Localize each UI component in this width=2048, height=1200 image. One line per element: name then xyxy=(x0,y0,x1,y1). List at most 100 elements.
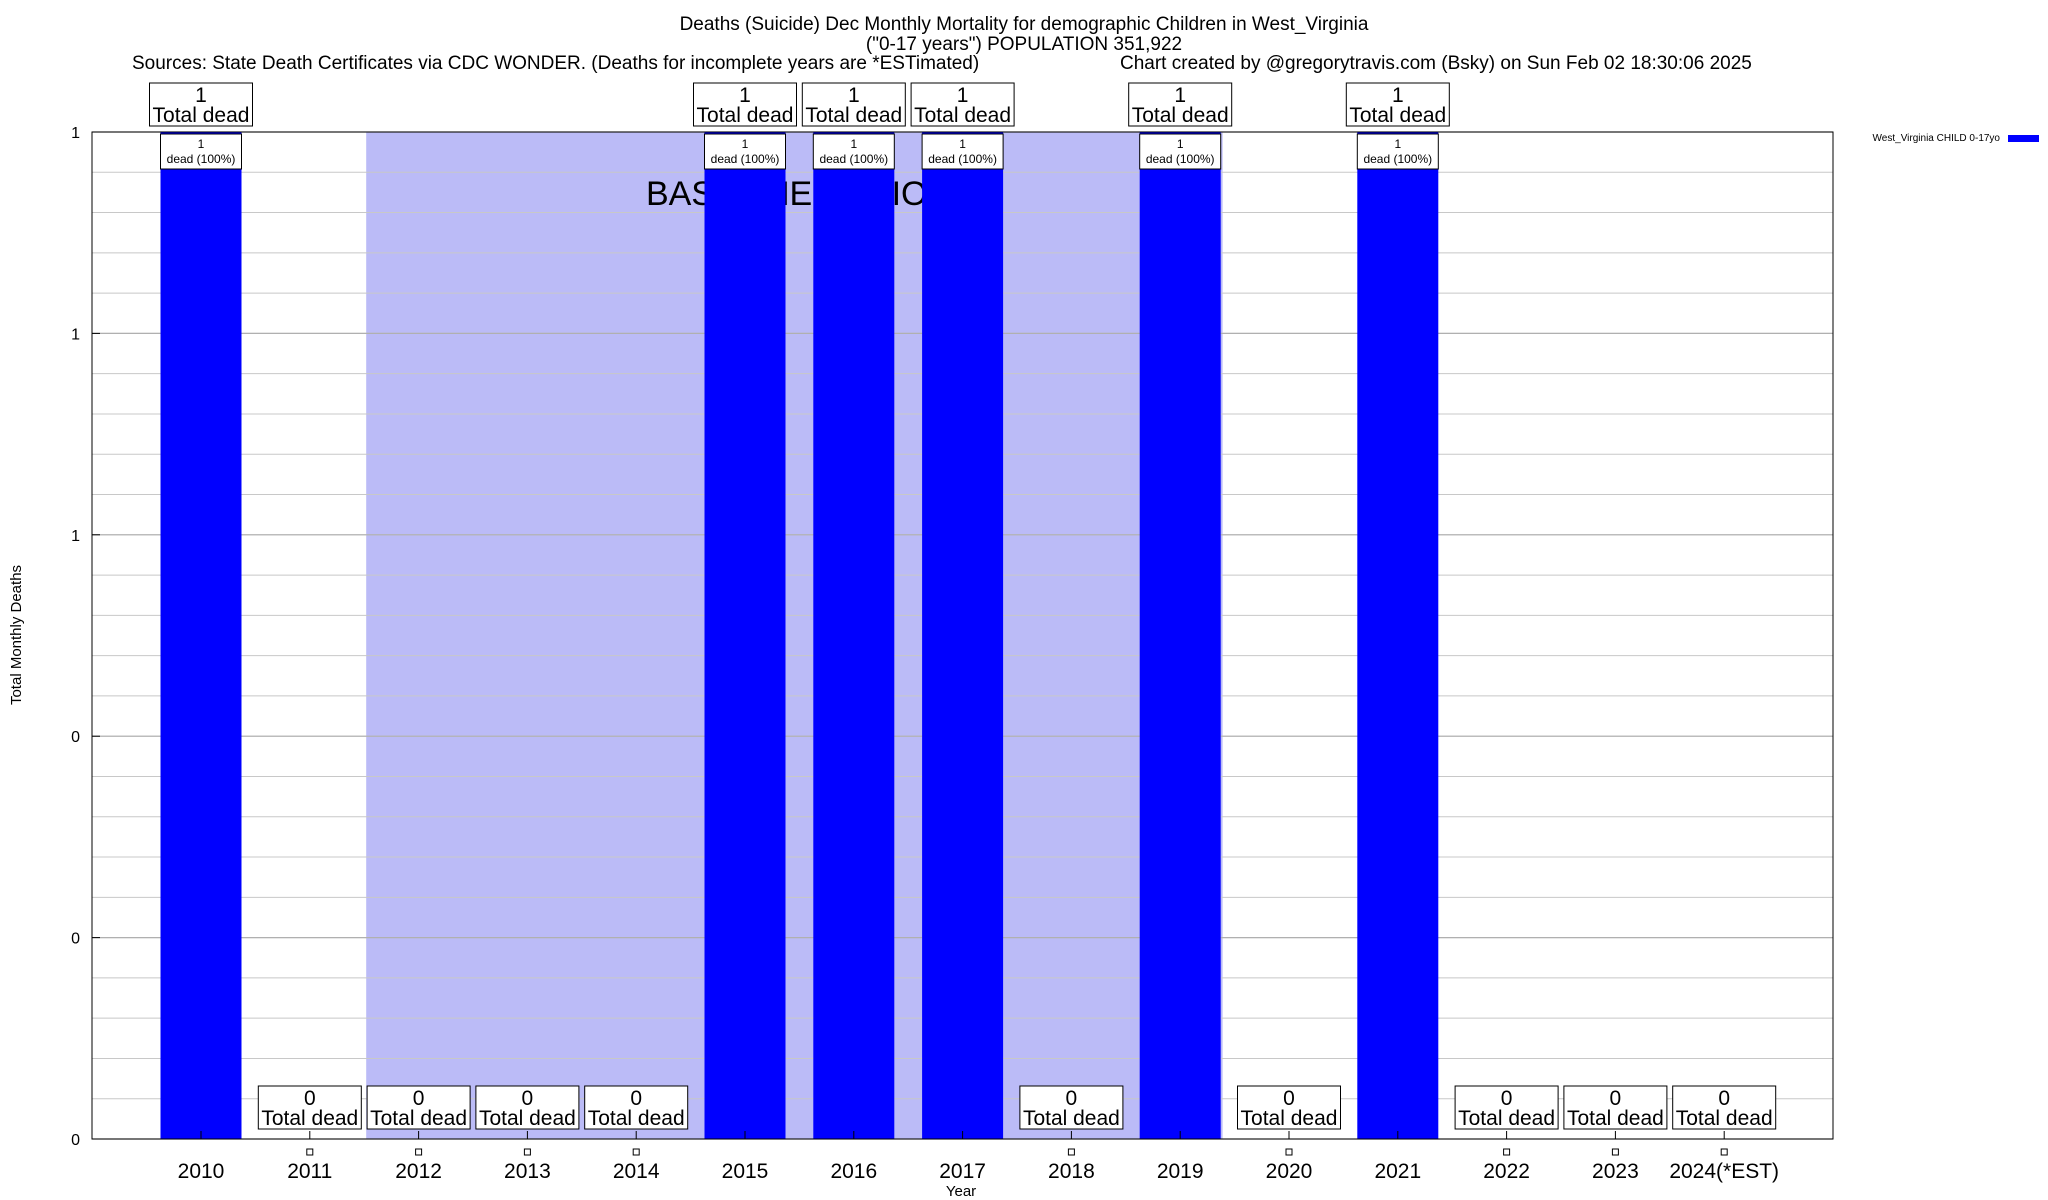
total-label-value: 1 xyxy=(1174,84,1186,107)
inner-label-value: 1 xyxy=(850,137,857,151)
inner-label-text: dead (100%) xyxy=(819,152,888,166)
total-label-value: 1 xyxy=(848,84,860,107)
bar xyxy=(160,132,242,1139)
total-label-box xyxy=(257,1085,362,1130)
total-label-value: 0 xyxy=(522,1087,534,1110)
chart-sources: Sources: State Death Certificates via CD… xyxy=(132,53,980,74)
legend-label: West_Virginia CHILD 0-17yo xyxy=(1873,133,2001,144)
total-label-value: 0 xyxy=(1066,1087,1078,1110)
total-label-value: 1 xyxy=(195,84,207,107)
x-tick-label: 2019 xyxy=(1157,1160,1204,1183)
total-label-text: Total dead xyxy=(1458,1107,1555,1130)
x-tick-label: 2016 xyxy=(830,1160,877,1183)
total-label-box xyxy=(1128,82,1233,127)
total-label-text: Total dead xyxy=(370,1107,467,1130)
x-tick-label: 2013 xyxy=(504,1160,551,1183)
zero-marker xyxy=(1067,1148,1075,1156)
total-label-box xyxy=(1345,82,1450,127)
total-label-value: 0 xyxy=(304,1087,316,1110)
total-label-text: Total dead xyxy=(805,104,902,127)
total-label-text: Total dead xyxy=(1349,104,1446,127)
total-label-box xyxy=(1019,1085,1124,1130)
total-label-box xyxy=(475,1085,580,1130)
x-tick-label: 2015 xyxy=(722,1160,769,1183)
y-tick-label: 0 xyxy=(71,931,80,948)
chart-credit: Chart created by @gregorytravis.com (Bsk… xyxy=(1120,53,1752,74)
x-tick-label: 2018 xyxy=(1048,1160,1095,1183)
total-label-text: Total dead xyxy=(1132,104,1229,127)
x-tick-label: 2012 xyxy=(395,1160,442,1183)
chart-title-line2: ("0-17 years") POPULATION 351,922 xyxy=(865,34,1183,55)
inner-label-box xyxy=(704,133,786,170)
total-label-box xyxy=(149,82,253,127)
total-label-text: Total dead xyxy=(914,104,1011,127)
y-tick-label: 0 xyxy=(71,1132,80,1149)
total-label-text: Total dead xyxy=(1567,1107,1664,1130)
total-label-value: 0 xyxy=(1501,1087,1513,1110)
y-tick-label: 1 xyxy=(71,326,80,343)
y-axis-label: Total Monthly Deaths xyxy=(8,565,25,705)
legend-swatch xyxy=(2008,135,2039,142)
total-label-box xyxy=(693,82,797,127)
inner-label-box xyxy=(1356,133,1439,170)
total-label-text: Total dead xyxy=(697,104,794,127)
total-label-box xyxy=(910,82,1015,127)
total-label-value: 0 xyxy=(630,1087,642,1110)
zero-marker xyxy=(632,1148,640,1156)
total-label-text: Total dead xyxy=(479,1107,576,1130)
total-label-value: 0 xyxy=(413,1087,425,1110)
zero-marker xyxy=(1720,1148,1728,1156)
total-label-value: 1 xyxy=(1392,84,1404,107)
x-tick-label: 2010 xyxy=(178,1160,225,1183)
zero-marker xyxy=(1611,1148,1619,1156)
inner-label-text: dead (100%) xyxy=(711,152,780,166)
total-label-text: Total dead xyxy=(1676,1107,1773,1130)
inner-label-box xyxy=(921,133,1004,170)
total-label-box xyxy=(1454,1085,1559,1130)
bar xyxy=(704,132,786,1139)
inner-label-value: 1 xyxy=(1177,137,1184,151)
x-tick-label: 2023 xyxy=(1592,1160,1639,1183)
x-tick-label: 2021 xyxy=(1374,1160,1421,1183)
inner-label-text: dead (100%) xyxy=(1146,152,1215,166)
inner-label-value: 1 xyxy=(198,137,205,151)
inner-label-value: 1 xyxy=(1394,137,1401,151)
y-tick-label: 1 xyxy=(71,528,80,545)
inner-label-text: dead (100%) xyxy=(928,152,997,166)
zero-marker xyxy=(306,1148,314,1156)
inner-label-value: 1 xyxy=(742,137,749,151)
zero-marker xyxy=(523,1148,531,1156)
x-tick-label: 2011 xyxy=(287,1160,332,1183)
total-label-box xyxy=(801,82,906,127)
total-label-value: 0 xyxy=(1718,1087,1730,1110)
chart-title-line1: Deaths (Suicide) Dec Monthly Mortality f… xyxy=(679,14,1369,35)
total-label-text: Total dead xyxy=(261,1107,358,1130)
x-tick-label: 2014 xyxy=(613,1160,660,1183)
inner-label-box xyxy=(812,133,895,170)
total-label-value: 0 xyxy=(1283,1087,1295,1110)
total-label-box xyxy=(1237,1085,1341,1130)
y-tick-label: 1 xyxy=(71,125,80,142)
total-label-text: Total dead xyxy=(153,104,250,127)
inner-label-box xyxy=(160,133,242,170)
bar xyxy=(1139,132,1221,1139)
total-label-value: 0 xyxy=(1610,1087,1622,1110)
baseline-period-band xyxy=(366,132,1223,1139)
total-label-text: Total dead xyxy=(1241,1107,1338,1130)
inner-label-text: dead (100%) xyxy=(167,152,236,166)
total-label-text: Total dead xyxy=(588,1107,685,1130)
x-tick-label: 2017 xyxy=(939,1160,986,1183)
plot-border xyxy=(91,131,1834,1140)
x-tick-label: 2020 xyxy=(1266,1160,1313,1183)
zero-marker xyxy=(1503,1148,1511,1156)
inner-label-box xyxy=(1139,133,1222,170)
total-label-box xyxy=(1563,1085,1668,1130)
total-label-value: 1 xyxy=(739,84,751,107)
total-label-box xyxy=(1672,1085,1777,1130)
total-label-text: Total dead xyxy=(1023,1107,1120,1130)
baseline-period-label: BASELINE PERIOD xyxy=(646,175,952,213)
total-label-box xyxy=(584,1085,689,1130)
x-axis-label: Year xyxy=(946,1183,976,1200)
x-tick-label: 2024(*EST) xyxy=(1669,1160,1779,1183)
